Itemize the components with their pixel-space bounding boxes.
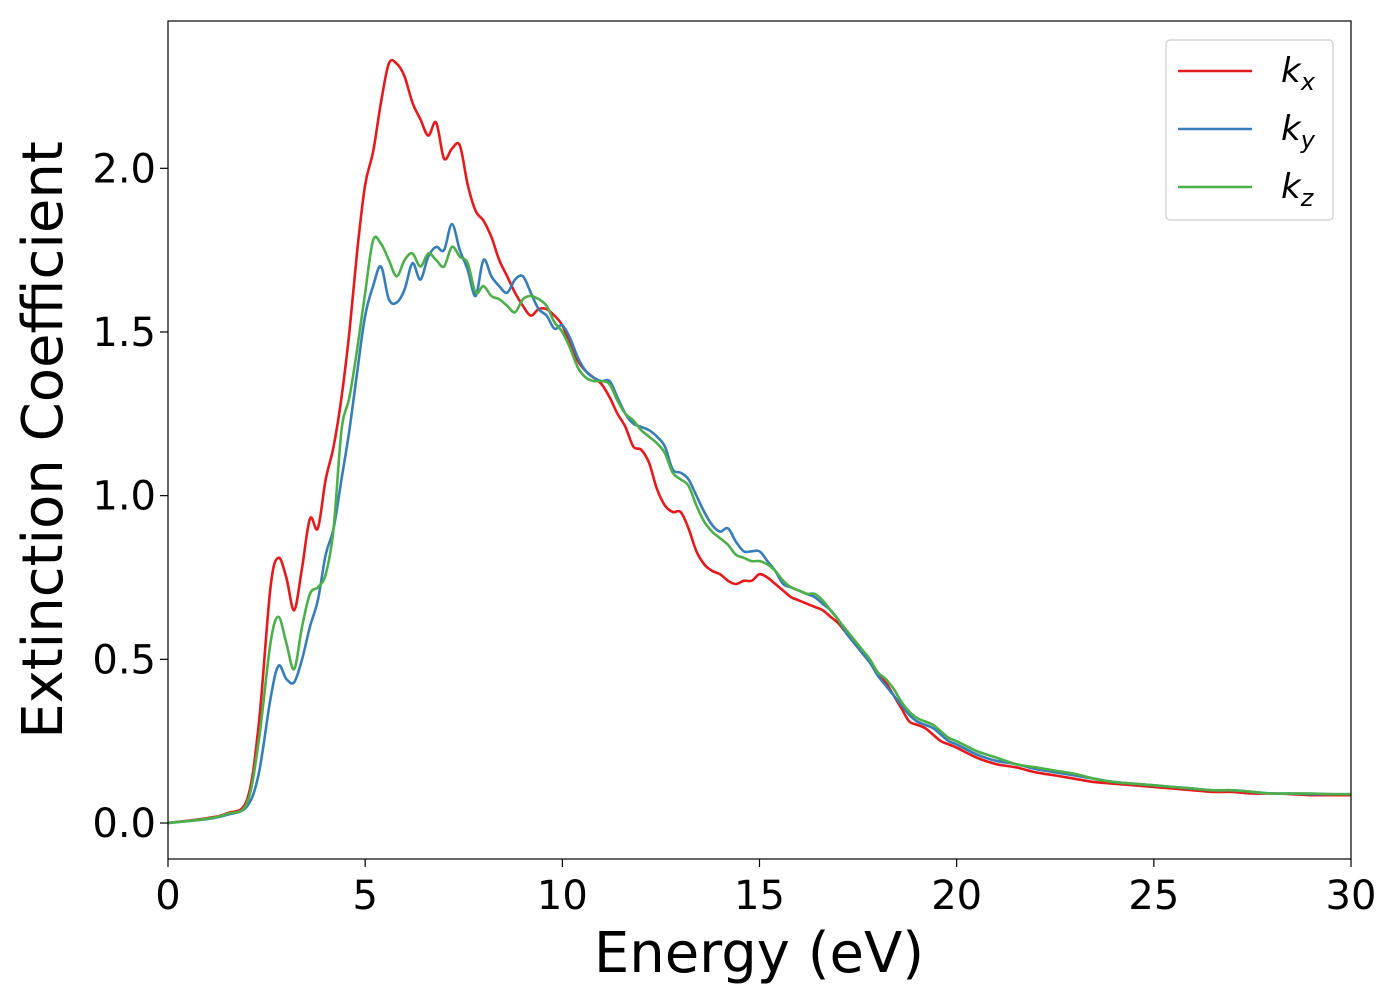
- legend-items: kx ky kz: [1178, 51, 1316, 212]
- x-tick-label: 30: [1326, 873, 1377, 919]
- series-line-x: [167, 58, 1351, 825]
- y-tick-label: 0.5: [92, 637, 156, 683]
- y-axis-title: Extinction Coefficient: [11, 141, 76, 739]
- legend-label-y: ky: [1281, 109, 1316, 154]
- series-layer: [167, 58, 1352, 825]
- y-tick-label: 2.0: [92, 146, 156, 192]
- legend: kx ky kz: [1165, 39, 1334, 221]
- x-tick-label: 0: [155, 873, 180, 919]
- y-axis-ticks: 0.0 0.5 1.0 1.5 2.0: [92, 146, 168, 847]
- y-tick-label: 0.0: [92, 801, 156, 847]
- x-axis-ticks: 0 5 10 15 20 25 30: [155, 859, 1376, 919]
- y-tick-label: 1.0: [92, 474, 156, 520]
- x-tick-label: 25: [1128, 873, 1179, 919]
- x-tick-label: 5: [352, 873, 377, 919]
- y-tick-label: 1.5: [92, 310, 156, 356]
- legend-label-z: kz: [1281, 167, 1315, 212]
- series-line-y: [167, 222, 1351, 825]
- x-axis-title: Energy (eV): [594, 921, 924, 986]
- legend-label-x: kx: [1281, 51, 1316, 96]
- x-tick-label: 20: [931, 873, 982, 919]
- x-tick-label: 10: [537, 873, 588, 919]
- x-tick-label: 15: [734, 873, 785, 919]
- series-line-z: [167, 235, 1352, 825]
